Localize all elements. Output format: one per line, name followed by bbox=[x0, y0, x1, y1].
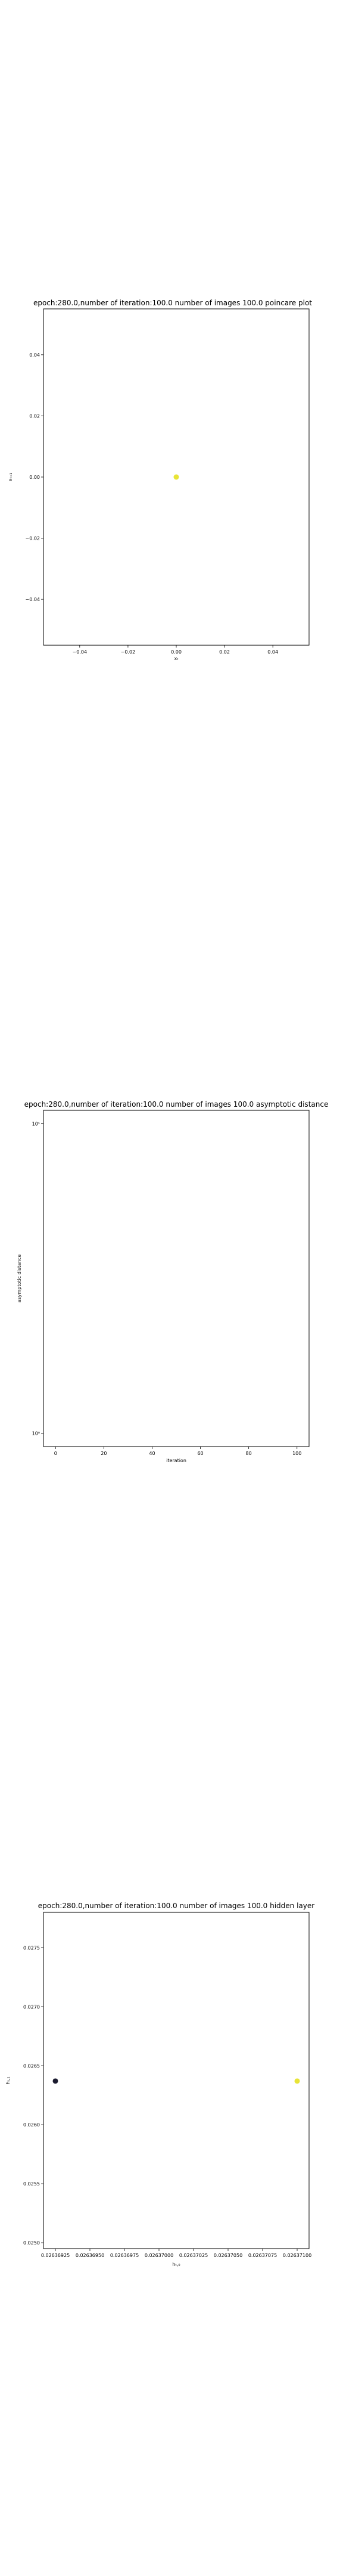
hidden-layer-y-tick-label: 0.0275 bbox=[23, 1945, 40, 1950]
hidden-layer-y-tick-label: 0.0260 bbox=[23, 2122, 40, 2128]
poincare-x-tick-label: 0.02 bbox=[219, 649, 230, 655]
poincare-chart: epoch:280.0,number of iteration:100.0 nu… bbox=[8, 299, 312, 661]
poincare-y-tick-label: 0.04 bbox=[29, 352, 40, 358]
asymptotic-y-tick-label: 10¹ bbox=[32, 1122, 40, 1127]
asymptotic-x-tick-label: 20 bbox=[101, 1451, 107, 1456]
asymptotic-title: epoch:280.0,number of iteration:100.0 nu… bbox=[24, 1100, 329, 1109]
hidden-layer-xlabel: hₜ,₀ bbox=[172, 2262, 180, 2267]
asymptotic-ylabel: asymptotic distance bbox=[17, 1254, 22, 1302]
poincare-x-axis: −0.04 −0.02 0.00 0.02 0.04 bbox=[73, 645, 278, 655]
asymptotic-plot-area bbox=[43, 1110, 310, 1447]
asymptotic-xlabel: iteration bbox=[166, 1458, 186, 1463]
hidden-layer-y-tick-label: 0.0250 bbox=[23, 2240, 40, 2246]
asymptotic-x-tick-label: 80 bbox=[246, 1451, 252, 1456]
asymptotic-y-tick-label: 10⁰ bbox=[32, 1431, 40, 1436]
hidden-layer-y-tick-label: 0.0270 bbox=[23, 2004, 40, 2010]
hidden-layer-x-tick-label: 0.02636925 bbox=[41, 2253, 70, 2258]
asymptotic-chart: epoch:280.0,number of iteration:100.0 nu… bbox=[17, 1100, 328, 1463]
poincare-y-tick-label: 0.02 bbox=[29, 413, 40, 419]
asymptotic-x-tick-label: 40 bbox=[149, 1451, 155, 1456]
hidden-layer-chart: epoch:280.0,number of iteration:100.0 nu… bbox=[5, 1902, 314, 2267]
hidden-layer-y-tick-label: 0.0255 bbox=[23, 2181, 40, 2187]
hidden-layer-x-tick-label: 0.02637050 bbox=[214, 2253, 242, 2258]
poincare-x-tick-label: −0.02 bbox=[121, 649, 136, 655]
asymptotic-x-tick-label: 60 bbox=[197, 1451, 203, 1456]
poincare-title: epoch:280.0,number of iteration:100.0 nu… bbox=[33, 299, 312, 307]
hidden-layer-points bbox=[52, 2078, 300, 2084]
hidden-layer-y-tick-label: 0.0265 bbox=[23, 2063, 40, 2069]
hidden-layer-title: epoch:280.0,number of iteration:100.0 nu… bbox=[38, 1902, 314, 1910]
poincare-x-tick-label: 0.04 bbox=[267, 649, 278, 655]
asymptotic-x-tick-label: 100 bbox=[292, 1451, 301, 1456]
hidden-layer-plot-area bbox=[43, 1912, 310, 2249]
hidden-layer-point bbox=[52, 2078, 58, 2084]
poincare-points bbox=[173, 474, 179, 480]
poincare-y-axis: −0.04 −0.02 0.00 0.02 0.04 bbox=[25, 352, 43, 602]
hidden-layer-x-tick-label: 0.02636975 bbox=[110, 2253, 139, 2258]
hidden-layer-y-axis: 0.0250 0.0255 0.0260 0.0265 0.0270 0.0275 bbox=[23, 1945, 43, 2246]
poincare-y-tick-label: −0.04 bbox=[25, 597, 40, 602]
poincare-xlabel: xₜ bbox=[174, 656, 178, 661]
poincare-x-tick-label: 0.00 bbox=[171, 649, 182, 655]
asymptotic-y-axis: 10¹ 10⁰ bbox=[32, 1122, 43, 1436]
asymptotic-x-axis: 0 20 40 60 80 100 bbox=[54, 1447, 301, 1456]
poincare-y-tick-label: 0.00 bbox=[29, 475, 40, 480]
poincare-x-tick-label: −0.04 bbox=[73, 649, 88, 655]
hidden-layer-x-axis: 0.02636925 0.02636950 0.02636975 0.02637000… bbox=[41, 2249, 311, 2258]
hidden-layer-ylabel: hₜ,₁ bbox=[5, 2076, 11, 2084]
hidden-layer-x-tick-label: 0.02636950 bbox=[76, 2253, 104, 2258]
hidden-layer-x-tick-label: 0.02637025 bbox=[179, 2253, 208, 2258]
asymptotic-x-tick-label: 0 bbox=[54, 1451, 57, 1456]
hidden-layer-x-tick-label: 0.02637075 bbox=[248, 2253, 277, 2258]
poincare-y-tick-label: −0.02 bbox=[25, 536, 40, 541]
hidden-layer-x-tick-label: 0.02637000 bbox=[145, 2253, 173, 2258]
hidden-layer-x-tick-label: 0.02637100 bbox=[283, 2253, 311, 2258]
poincare-ylabel: xₜ₊₁ bbox=[8, 473, 13, 482]
poincare-point bbox=[173, 474, 179, 480]
hidden-layer-point bbox=[294, 2078, 300, 2084]
